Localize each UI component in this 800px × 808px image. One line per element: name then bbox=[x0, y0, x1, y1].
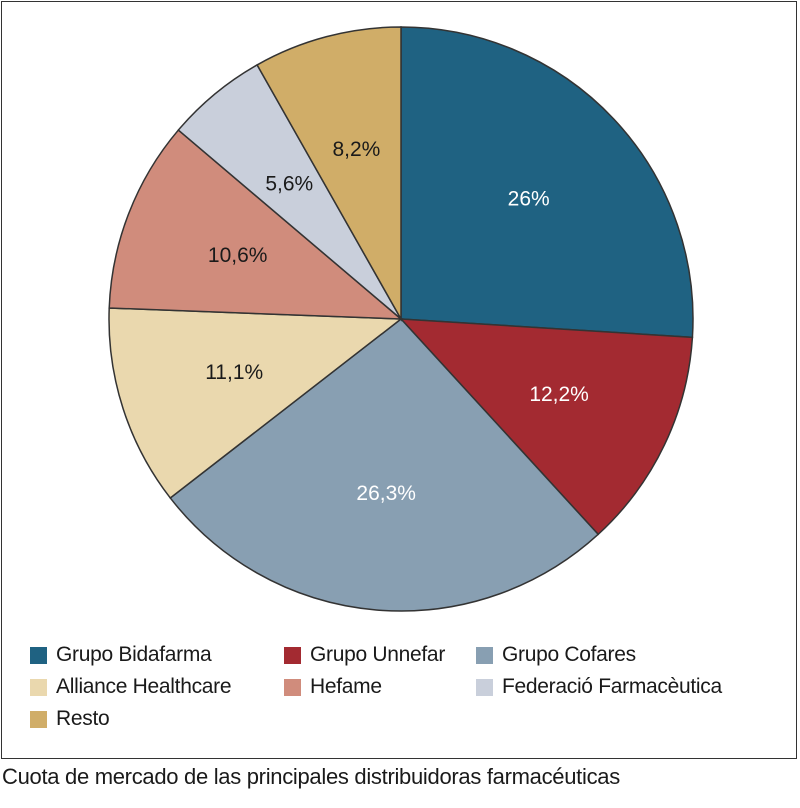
legend-swatch bbox=[476, 678, 493, 696]
pie-value-label: 26,3% bbox=[356, 482, 416, 505]
legend-label: Grupo Unnefar bbox=[310, 643, 446, 666]
legend-label: Federació Farmacèutica bbox=[502, 675, 722, 698]
legend-swatch bbox=[30, 710, 47, 728]
pie-slice-hefame bbox=[108, 129, 404, 320]
legend-label: Resto bbox=[56, 707, 110, 730]
figure-caption: Cuota de mercado de las principales dist… bbox=[2, 764, 620, 789]
legend-item-hefame: Hefame bbox=[284, 674, 382, 700]
legend-swatch bbox=[30, 678, 47, 696]
legend-label: Hefame bbox=[310, 675, 382, 698]
pie-value-label: 11,1% bbox=[205, 361, 263, 384]
legend-swatch bbox=[30, 646, 47, 664]
pie-chart: 26% 12,2% 26,3% 11,1% 10,6% 5,6% 8,2% bbox=[108, 26, 694, 612]
pie-slice-grupo-bidafarma bbox=[400, 26, 694, 339]
legend-swatch bbox=[284, 646, 301, 664]
legend-item-grupo-bidafarma: Grupo Bidafarma bbox=[30, 642, 212, 668]
pie-value-label: 26% bbox=[508, 188, 550, 211]
pie-value-label: 8,2% bbox=[332, 138, 380, 161]
pie-slice-resto bbox=[256, 26, 402, 322]
chart-frame: 26% 12,2% 26,3% 11,1% 10,6% 5,6% 8,2% Grupo Bi… bbox=[1, 1, 797, 759]
legend-item-grupo-unnefar: Grupo Unnefar bbox=[284, 642, 445, 668]
pie-slice-grupo-cofares bbox=[169, 317, 600, 612]
pie-slices bbox=[108, 26, 694, 612]
legend-swatch bbox=[476, 646, 493, 664]
pie-value-label: 10,6% bbox=[208, 244, 268, 267]
pie-value-label: 5,6% bbox=[265, 173, 313, 196]
pie-slice-alliance-healthcare bbox=[108, 307, 404, 500]
legend-item-resto: Resto bbox=[30, 706, 110, 732]
legend-label: Grupo Cofares bbox=[502, 643, 636, 666]
pie-slice-grupo-unnefar bbox=[399, 318, 694, 536]
legend-swatch bbox=[284, 678, 301, 696]
pie-labels: 26% 12,2% 26,3% 11,1% 10,6% 5,6% 8,2% bbox=[205, 138, 589, 505]
legend-label: Grupo Bidafarma bbox=[56, 643, 212, 666]
pie-value-label: 12,2% bbox=[529, 383, 589, 406]
legend-item-grupo-cofares: Grupo Cofares bbox=[476, 642, 636, 668]
legend-label: Alliance Healthcare bbox=[56, 675, 232, 698]
legend-item-federacio-farmaceutica: Federació Farmacèutica bbox=[476, 674, 722, 700]
legend-item-alliance-healthcare: Alliance Healthcare bbox=[30, 674, 232, 700]
